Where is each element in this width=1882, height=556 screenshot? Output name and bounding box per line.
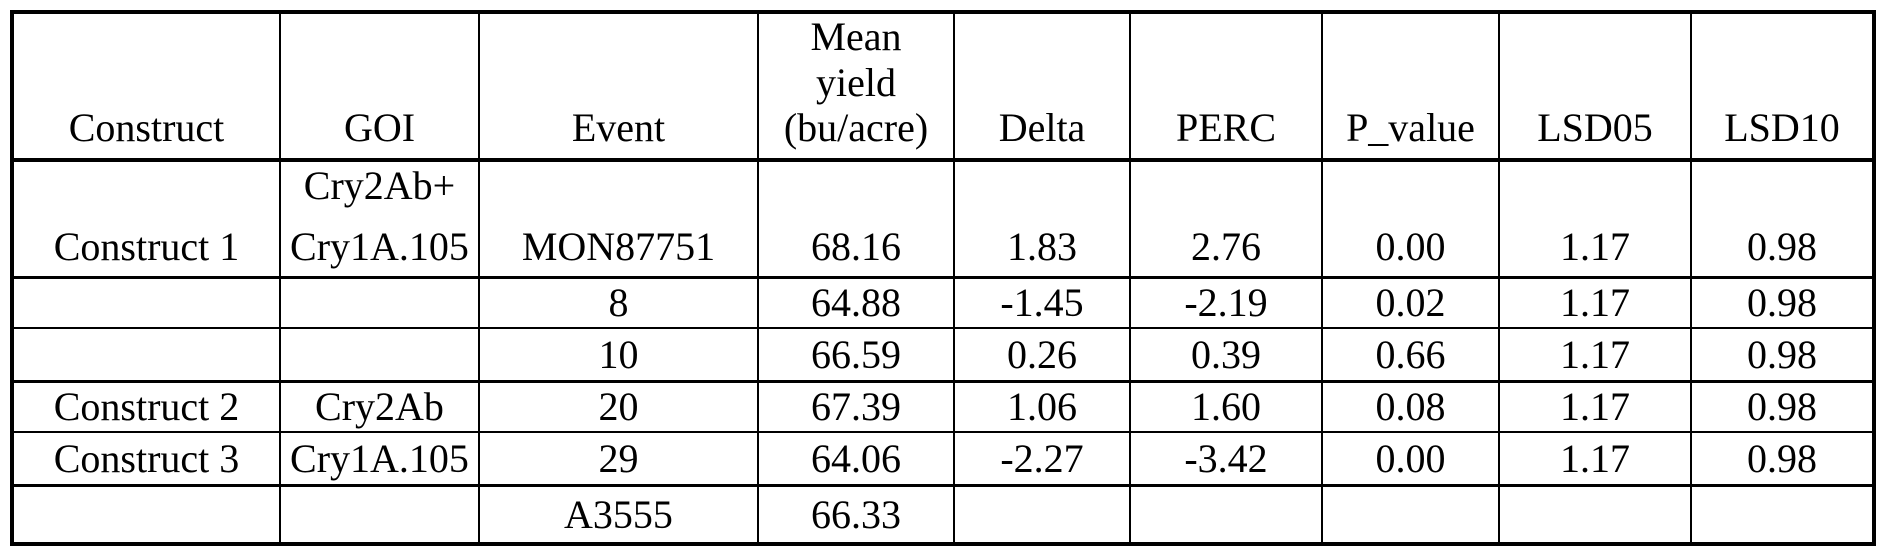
table-header-row: Construct GOI Event Mean yield (bu/acre)… (11, 11, 1875, 162)
cell-lsd10: 0.98 (1690, 159, 1875, 279)
cell-goi: Cry2Ab (279, 380, 480, 433)
cell-event: A3555 (478, 484, 759, 545)
cell-lsd05 (1498, 484, 1692, 545)
table-row: 8 64.88 -1.45 -2.19 0.02 1.17 0.98 (11, 276, 1875, 329)
cell-perc: -3.42 (1129, 430, 1323, 487)
cell-lsd05: 1.17 (1498, 430, 1692, 487)
cell-delta: 1.83 (953, 159, 1131, 279)
cell-lsd10: 0.98 (1690, 430, 1875, 487)
cell-delta: 1.06 (953, 380, 1131, 433)
header-event: Event (478, 11, 759, 162)
cell-mean-yield: 67.39 (757, 380, 955, 433)
cell-perc: 1.60 (1129, 380, 1323, 433)
cell-lsd10: 0.98 (1690, 380, 1875, 433)
cell-p-value: 0.02 (1321, 276, 1500, 329)
cell-event: 29 (478, 430, 759, 487)
cell-perc: 2.76 (1129, 159, 1323, 279)
header-mean-yield-line1: Mean (810, 14, 902, 60)
cell-construct (11, 484, 281, 545)
cell-mean-yield: 66.33 (757, 484, 955, 545)
cell-perc: 0.39 (1129, 326, 1323, 383)
cell-goi (279, 326, 480, 383)
header-mean-yield-line2: yield (816, 59, 896, 105)
cell-goi-line2: Cry1A.105 (290, 224, 469, 269)
cell-event: 20 (478, 380, 759, 433)
cell-p-value: 0.00 (1321, 430, 1500, 487)
header-perc: PERC (1129, 11, 1323, 162)
cell-mean-yield: 64.06 (757, 430, 955, 487)
cell-lsd05: 1.17 (1498, 380, 1692, 433)
cell-perc: -2.19 (1129, 276, 1323, 329)
cell-p-value: 0.00 (1321, 159, 1500, 279)
cell-p-value: 0.08 (1321, 380, 1500, 433)
cell-lsd10: 0.98 (1690, 326, 1875, 383)
cell-perc (1129, 484, 1323, 545)
cell-delta: -1.45 (953, 276, 1131, 329)
cell-mean-yield: 66.59 (757, 326, 955, 383)
cell-delta: -2.27 (953, 430, 1131, 487)
cell-construct: Construct 1 (11, 159, 281, 279)
header-mean-yield: Mean yield (bu/acre) (757, 11, 955, 162)
cell-delta: 0.26 (953, 326, 1131, 383)
header-mean-yield-line3: (bu/acre) (783, 104, 929, 150)
yield-results-table: Construct GOI Event Mean yield (bu/acre)… (10, 10, 1876, 546)
cell-event: 10 (478, 326, 759, 383)
cell-lsd05: 1.17 (1498, 326, 1692, 383)
cell-mean-yield: 68.16 (757, 159, 955, 279)
header-goi: GOI (279, 11, 480, 162)
cell-construct (11, 326, 281, 383)
cell-lsd05: 1.17 (1498, 159, 1692, 279)
cell-goi: Cry2Ab+ Cry1A.105 (279, 159, 480, 279)
header-delta: Delta (953, 11, 1131, 162)
cell-construct: Construct 3 (11, 430, 281, 487)
cell-mean-yield: 64.88 (757, 276, 955, 329)
header-lsd05: LSD05 (1498, 11, 1692, 162)
cell-event: 8 (478, 276, 759, 329)
cell-lsd10 (1690, 484, 1875, 545)
cell-event: MON87751 (478, 159, 759, 279)
cell-construct (11, 276, 281, 329)
table-row: A3555 66.33 (11, 484, 1875, 545)
cell-p-value (1321, 484, 1500, 545)
cell-goi (279, 276, 480, 329)
table-row: 10 66.59 0.26 0.39 0.66 1.17 0.98 (11, 326, 1875, 383)
table-row: Construct 2 Cry2Ab 20 67.39 1.06 1.60 0.… (11, 380, 1875, 433)
cell-goi-line1: Cry2Ab+ (303, 163, 456, 208)
cell-construct: Construct 2 (11, 380, 281, 433)
header-p-value: P_value (1321, 11, 1500, 162)
cell-goi (279, 484, 480, 545)
cell-p-value: 0.66 (1321, 326, 1500, 383)
table-row: Construct 3 Cry1A.105 29 64.06 -2.27 -3.… (11, 430, 1875, 487)
cell-goi: Cry1A.105 (279, 430, 480, 487)
cell-lsd10: 0.98 (1690, 276, 1875, 329)
header-construct: Construct (11, 11, 281, 162)
cell-delta (953, 484, 1131, 545)
cell-lsd05: 1.17 (1498, 276, 1692, 329)
table-row: Construct 1 Cry2Ab+ Cry1A.105 MON87751 6… (11, 159, 1875, 279)
header-lsd10: LSD10 (1690, 11, 1875, 162)
